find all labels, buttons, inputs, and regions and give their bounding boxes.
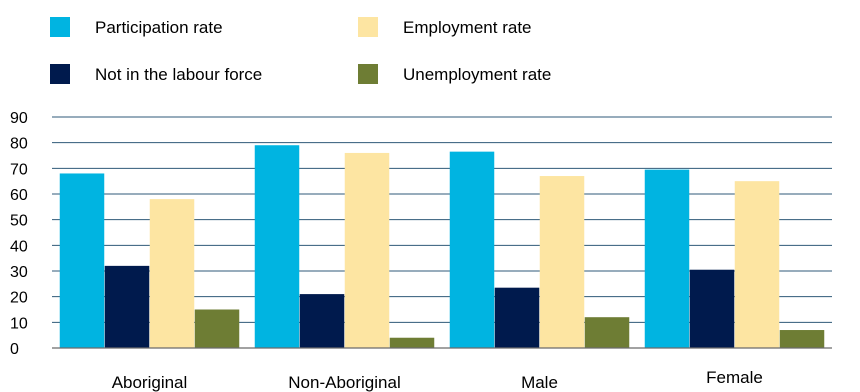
bar-aboriginal-unemployment-rate xyxy=(194,309,240,348)
legend-item-unemployment-rate: Unemployment rate xyxy=(358,64,551,84)
y-tick-label: 20 xyxy=(10,290,28,307)
x-axis: Aboriginal Non-Aboriginal Male Female xyxy=(52,347,832,392)
bar-non-aboriginal-unemployment-rate xyxy=(389,337,435,348)
legend-swatch-unemployment-rate xyxy=(358,64,378,84)
bars xyxy=(59,145,825,348)
bar-aboriginal-employment-rate xyxy=(149,199,195,348)
bar-male-unemployment-rate xyxy=(584,317,630,348)
bar-aboriginal-not-in-the-labour-force xyxy=(104,265,150,348)
bar-aboriginal-participation-rate xyxy=(59,173,105,348)
bar-female-employment-rate xyxy=(734,181,780,348)
y-tick-label: 80 xyxy=(10,136,28,153)
bar-male-not-in-the-labour-force xyxy=(494,287,540,348)
bar-female-participation-rate xyxy=(644,169,690,348)
x-category-label-female: Female xyxy=(706,368,763,387)
legend-swatch-employment-rate xyxy=(358,17,378,37)
y-axis: 0 10 20 30 40 50 60 70 80 90 xyxy=(10,110,28,358)
legend-item-participation-rate: Participation rate xyxy=(50,17,223,37)
y-tick-label: 70 xyxy=(10,161,28,178)
bar-male-employment-rate xyxy=(539,176,585,348)
legend-label-unemployment-rate: Unemployment rate xyxy=(403,65,551,84)
y-tick-label: 40 xyxy=(10,238,28,255)
x-category-label-non-aboriginal: Non-Aboriginal xyxy=(288,373,400,392)
legend-item-employment-rate: Employment rate xyxy=(358,17,532,37)
legend-label-participation-rate: Participation rate xyxy=(95,18,223,37)
legend-label-employment-rate: Employment rate xyxy=(403,18,532,37)
legend-item-not-in-the-labour-force: Not in the labour force xyxy=(50,64,262,84)
y-tick-label: 50 xyxy=(10,213,28,230)
bar-non-aboriginal-employment-rate xyxy=(344,152,390,348)
legend: Participation rate Employment rate Not in … xyxy=(50,17,551,84)
y-tick-label: 90 xyxy=(10,110,28,127)
x-category-label-male: Male xyxy=(521,373,558,392)
bar-female-not-in-the-labour-force xyxy=(689,269,735,348)
y-tick-label: 10 xyxy=(10,315,28,332)
y-tick-label: 60 xyxy=(10,187,28,204)
legend-swatch-not-in-the-labour-force xyxy=(50,64,70,84)
y-tick-label: 30 xyxy=(10,264,28,281)
bar-male-participation-rate xyxy=(449,151,495,348)
legend-swatch-participation-rate xyxy=(50,17,70,37)
legend-label-not-in-the-labour-force: Not in the labour force xyxy=(95,65,262,84)
x-category-label-aboriginal: Aboriginal xyxy=(112,373,188,392)
bar-non-aboriginal-not-in-the-labour-force xyxy=(299,294,345,348)
y-tick-label: 0 xyxy=(10,341,19,358)
bar-non-aboriginal-participation-rate xyxy=(254,145,300,348)
bar-female-unemployment-rate xyxy=(779,330,825,348)
